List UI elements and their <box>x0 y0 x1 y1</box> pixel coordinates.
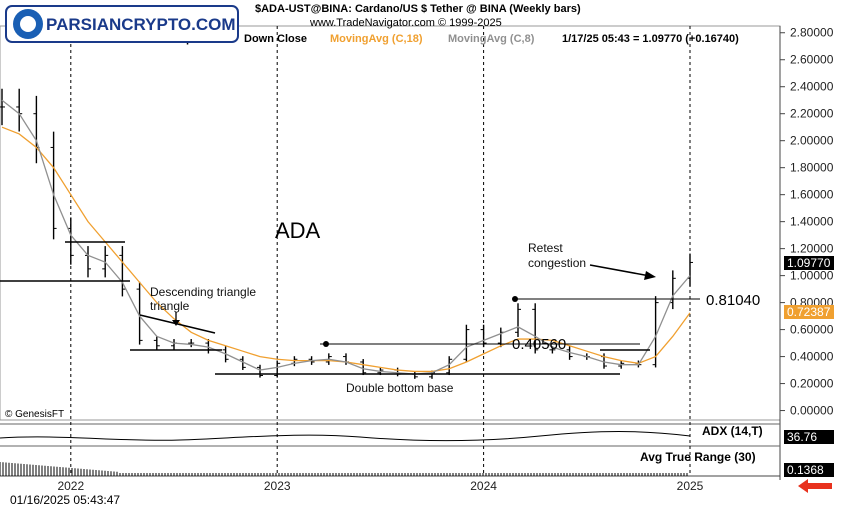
copyright-note: © GenesisFT <box>5 409 64 420</box>
atr-histogram <box>0 462 688 476</box>
asset-label: ADA <box>275 218 321 243</box>
logo-icon-inner <box>20 16 36 32</box>
y-tick-label: 2.80000 <box>790 26 834 40</box>
double-bottom-label: Double bottom base <box>346 381 454 395</box>
y-tick-label: 2.40000 <box>790 80 834 94</box>
adx-label: ADX (14,T) <box>702 424 763 438</box>
retest-label: Retest <box>528 241 563 255</box>
chart-header-line1: $ADA-UST@BINA: Cardano/US $ Tether @ BIN… <box>255 3 581 15</box>
pivot-marker <box>512 296 518 302</box>
main-panel-frame <box>0 25 781 421</box>
year-gridlines <box>70 26 691 476</box>
current-price-tag-bg <box>784 256 834 270</box>
chart-header-line2: www.TradeNavigator.com © 1999-2025 <box>309 17 502 29</box>
y-tick-label: 1.40000 <box>790 215 834 229</box>
triangle-arrow-head <box>172 320 180 326</box>
y-tick-label: 2.60000 <box>790 53 834 67</box>
y-tick-label: 0.20000 <box>790 377 834 391</box>
triangle-label-line2: triangle <box>150 299 190 313</box>
adx-line <box>0 431 691 442</box>
y-tick-label: 0.00000 <box>790 404 834 418</box>
y-tick-label: 1.20000 <box>790 242 834 256</box>
retest-arrow-head <box>644 271 656 280</box>
resistance-level-label: 0.81040 <box>706 292 760 309</box>
y-tick-label: 1.60000 <box>790 188 834 202</box>
y-tick-label: 2.00000 <box>790 134 834 148</box>
descending-triangle-label: Descending triangle <box>150 285 256 299</box>
retest-arrow <box>589 264 651 277</box>
moving-average-lines <box>1 99 691 375</box>
ma18-price-tag-bg <box>784 305 834 319</box>
atr-label: Avg True Range (30) <box>640 450 756 464</box>
y-tick-label: 2.20000 <box>790 107 834 121</box>
legend-down-close: Down Close <box>244 33 307 45</box>
support-level-label: 0.40560 <box>512 336 566 353</box>
quote-readout: 1/17/25 05:43 = 1.09770 (+0.16740) <box>562 33 739 45</box>
ma18-price-tag: 0.72387 <box>787 305 831 319</box>
x-axis-ticks: 2022 2023 2024 2025 <box>57 479 703 493</box>
congestion-label: congestion <box>528 256 586 270</box>
x-tick-label: 2023 <box>264 479 291 493</box>
logo-badge <box>5 5 239 43</box>
y-tick-label: 0.40000 <box>790 350 834 364</box>
timestamp: 01/16/2025 05:43:47 <box>10 493 120 507</box>
x-tick-label: 2024 <box>470 479 497 493</box>
x-tick-label: 2025 <box>677 479 704 493</box>
legend-ma18: MovingAvg (C,18) <box>330 33 423 45</box>
current-price-tag: 1.09770 <box>787 256 831 270</box>
legend-ma8: MovingAvg (C,8) <box>448 33 535 45</box>
neckline-marker <box>323 341 329 347</box>
y-tick-label: 1.80000 <box>790 161 834 175</box>
drawn-levels <box>0 241 700 375</box>
y-tick-label: 1.00000 <box>790 269 834 283</box>
atr-value: 0.1368 <box>787 463 824 477</box>
logo-text: PARSIANCRYPTO.COM <box>46 15 236 34</box>
moving-average-series <box>1 99 691 375</box>
atr-value-bg <box>784 463 834 477</box>
price-bars <box>0 88 693 379</box>
scroll-right-arrow-icon[interactable] <box>798 479 832 493</box>
adx-value-bg <box>784 430 834 444</box>
x-tick-label: 2022 <box>57 479 84 493</box>
y-tick-label: 0.60000 <box>790 323 834 337</box>
triangle-descending-line <box>139 314 216 334</box>
adx-value: 36.76 <box>787 430 817 444</box>
y-axis-ticks: 2.80000 2.60000 2.40000 2.20000 2.00000 1.800… <box>780 26 834 418</box>
